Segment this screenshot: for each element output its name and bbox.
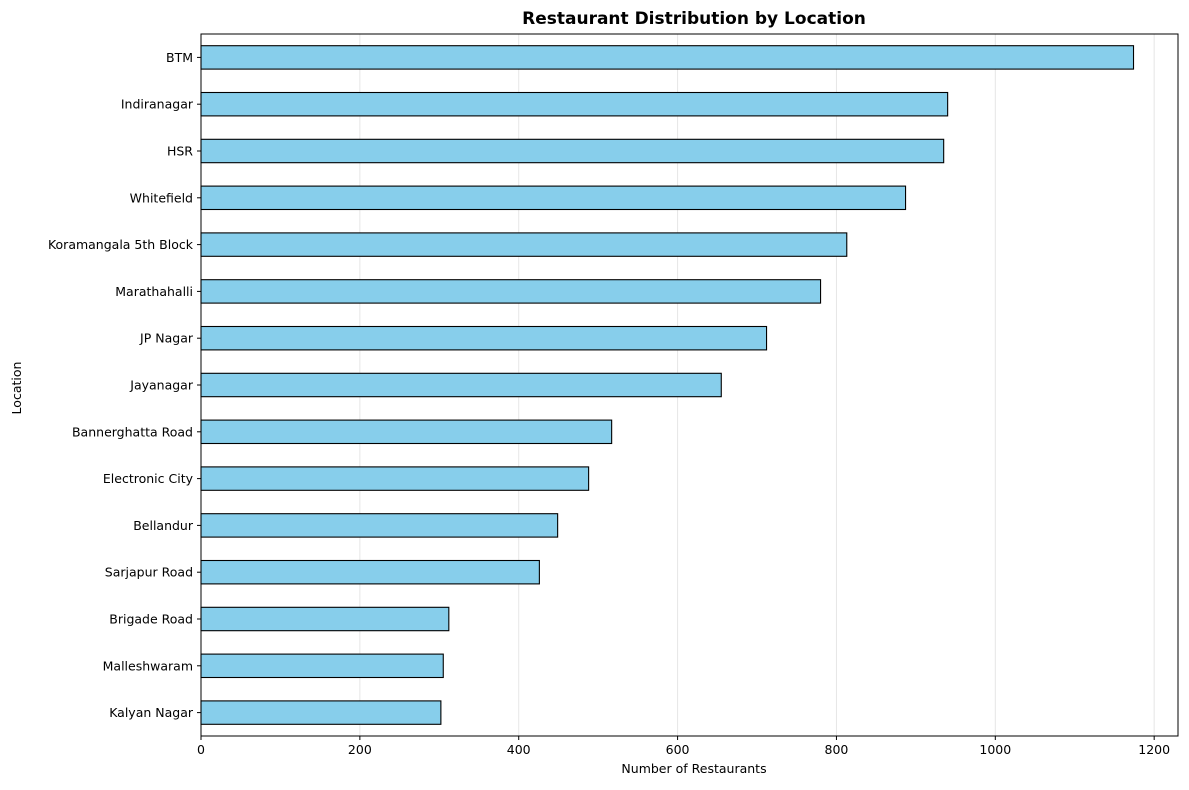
y-tick-label: Malleshwaram [103, 658, 193, 673]
y-tick-label: HSR [167, 144, 193, 159]
bar [200, 279, 822, 304]
bar [200, 606, 450, 632]
y-axis-label: Location [9, 362, 24, 415]
bar [200, 513, 559, 538]
x-tick-label: 400 [507, 742, 531, 757]
bar [200, 325, 768, 351]
x-tick-label: 1000 [979, 742, 1011, 757]
bar [200, 232, 848, 257]
y-tick-label: Electronic City [103, 471, 194, 486]
y-tick-label: Bellandur [133, 518, 194, 533]
y-tick-label: Jayanagar [129, 378, 194, 393]
y-tick-label: Brigade Road [109, 612, 193, 627]
bar-layer [200, 45, 1135, 725]
axis-layer: BTM Indiranagar HSR Whitefield Koramangala 5… [48, 33, 1179, 757]
x-tick-label: 800 [825, 742, 849, 757]
y-tick-label: JP Nagar [139, 331, 194, 346]
bar [200, 372, 722, 398]
x-tick-label: 600 [666, 742, 690, 757]
bar [200, 419, 613, 445]
bar [200, 138, 945, 164]
x-tick-label: 1200 [1138, 742, 1170, 757]
plot-frame [200, 33, 1179, 737]
x-tick-label: 0 [197, 742, 205, 757]
y-tick-label: Kalyan Nagar [109, 705, 194, 720]
bar [200, 653, 444, 679]
chart-title: Restaurant Distribution by Location [522, 9, 866, 29]
x-axis-label: Number of Restaurants [621, 761, 766, 776]
bar [200, 91, 949, 117]
bar [200, 466, 590, 491]
y-tick-label: Marathahalli [115, 284, 193, 299]
x-tick-label: 200 [348, 742, 372, 757]
y-tick-label: Koramangala 5th Block [48, 237, 194, 252]
bar [200, 45, 1135, 70]
bar [200, 700, 442, 725]
y-tick-label: Indiranagar [121, 97, 194, 112]
bar [200, 185, 907, 211]
y-tick-label: Sarjapur Road [105, 565, 193, 580]
y-tick-label: Whitefield [130, 190, 193, 205]
bar [200, 559, 540, 585]
y-tick-label: BTM [166, 50, 193, 65]
y-tick-label: Bannerghatta Road [72, 424, 193, 439]
